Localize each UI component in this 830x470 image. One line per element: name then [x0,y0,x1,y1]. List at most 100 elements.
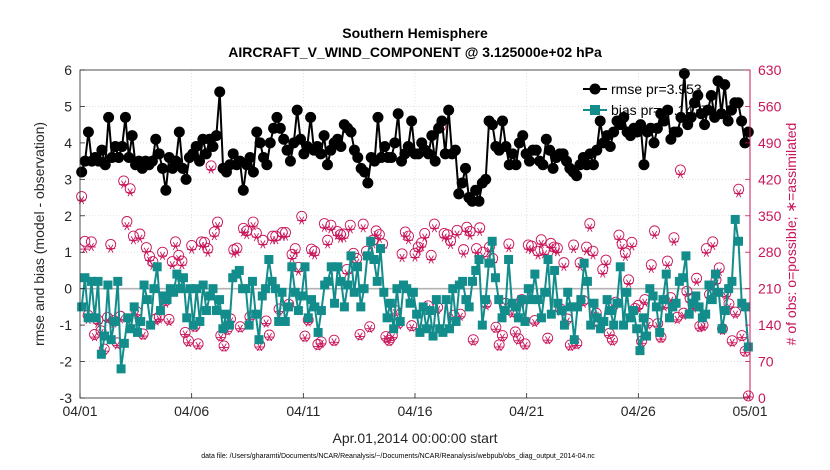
bias-point [270,284,280,294]
obs-assimilated-point [510,329,520,339]
rmse-point [321,159,333,171]
bias-point [251,309,261,319]
x-tick-label: 04/16 [397,403,432,419]
bias-point [619,320,629,330]
x-tick-label: 04/21 [509,403,544,419]
bias-point [461,295,471,305]
bias-point [569,335,579,345]
rmse-point [291,104,303,116]
rmse-point [470,184,482,196]
rmse-point [362,177,374,189]
bias-point [83,313,93,323]
obs-assimilated-point [426,255,436,264]
bias-point [389,324,399,334]
rmse-point [389,137,401,149]
obs-assimilated-point [206,165,216,174]
bias-point [441,295,451,305]
y2-tick-label: 210 [758,281,782,297]
bias-point [182,313,192,323]
obs-possible-point [490,321,502,333]
obs-possible-point [163,313,175,325]
rmse-point [123,151,135,163]
rmse-point [190,141,202,153]
y2-tick-label: 630 [758,62,782,78]
bias-point [142,295,152,305]
rmse-point [635,119,647,131]
bias-point [313,327,323,337]
chart-title: Southern Hemisphere [342,25,488,41]
rmse-point [675,111,687,123]
bias-point [494,295,504,305]
bias-point [704,280,714,290]
rmse-point [453,188,465,200]
obs-assimilated-point [310,251,320,260]
obs-assimilated-point [468,337,478,346]
bias-point [556,306,566,316]
bias-point [379,287,389,297]
rmse-point [281,144,293,156]
obs-assimilated-point [203,248,213,257]
rmse-point [638,159,650,171]
obs-possible-point [124,183,136,195]
obs-assimilated-point [209,231,219,241]
rmse-point [449,144,461,156]
rmse-point [150,133,162,145]
bias-point [431,295,441,305]
obs-assimilated-point [381,334,391,343]
bias-point [356,302,366,312]
obs-assimilated-point [692,277,702,287]
bias-point [724,284,734,294]
bias-point [326,262,336,272]
bias-point [297,291,307,301]
bias-point [119,338,129,348]
obs-possible-point [192,338,204,350]
obs-assimilated-point [235,324,245,333]
bias-point [448,284,458,294]
bias-point [323,276,333,286]
bias-point [366,236,376,246]
bias-point [504,255,514,265]
obs-possible-point [76,191,88,202]
obs-assimilated-point [614,235,624,244]
obs-possible-point [205,160,217,172]
obs-assimilated-point [355,332,365,341]
rmse-point [251,126,263,138]
rmse-point [507,148,519,160]
obs-assimilated-point [300,333,310,343]
rmse-point [705,90,717,102]
bias-point [247,276,257,286]
obs-assimilated-point [339,234,349,243]
legend-rmse-label: rmse pr=3.953 [611,81,702,97]
rmse-point [658,115,670,127]
rmse-point [500,141,512,153]
rmse-point [742,126,754,138]
obs-assimilated-point [248,222,258,231]
obs-assimilated-point [329,338,339,347]
bias-point [155,306,165,316]
obs-assimilated-point [669,237,679,246]
obs-assimilated-point [183,338,193,347]
y2-tick-label: 420 [758,171,782,187]
bias-point [517,295,527,305]
obs-possible-point [234,321,246,333]
rmse-point [429,155,441,167]
rmse-point [672,126,684,138]
bias-point [408,287,418,297]
rmse-point [315,148,327,160]
obs-assimilated-point [514,336,524,345]
obs-assimilated-point [122,222,132,231]
obs-assimilated-point [316,339,326,348]
rmse-point [608,126,620,138]
bias-point [113,276,123,286]
bias-point [277,287,287,297]
rmse-point [594,115,606,127]
x-tick-label: 05/01 [732,403,767,419]
bias-point [740,302,750,312]
obs-assimilated-point [332,231,342,240]
bias-point [346,251,356,261]
bias-point [123,313,133,323]
y-tick-label: 5 [64,98,72,114]
obs-assimilated-point [536,239,546,249]
bias-point [280,316,290,326]
rmse-point [207,141,219,153]
